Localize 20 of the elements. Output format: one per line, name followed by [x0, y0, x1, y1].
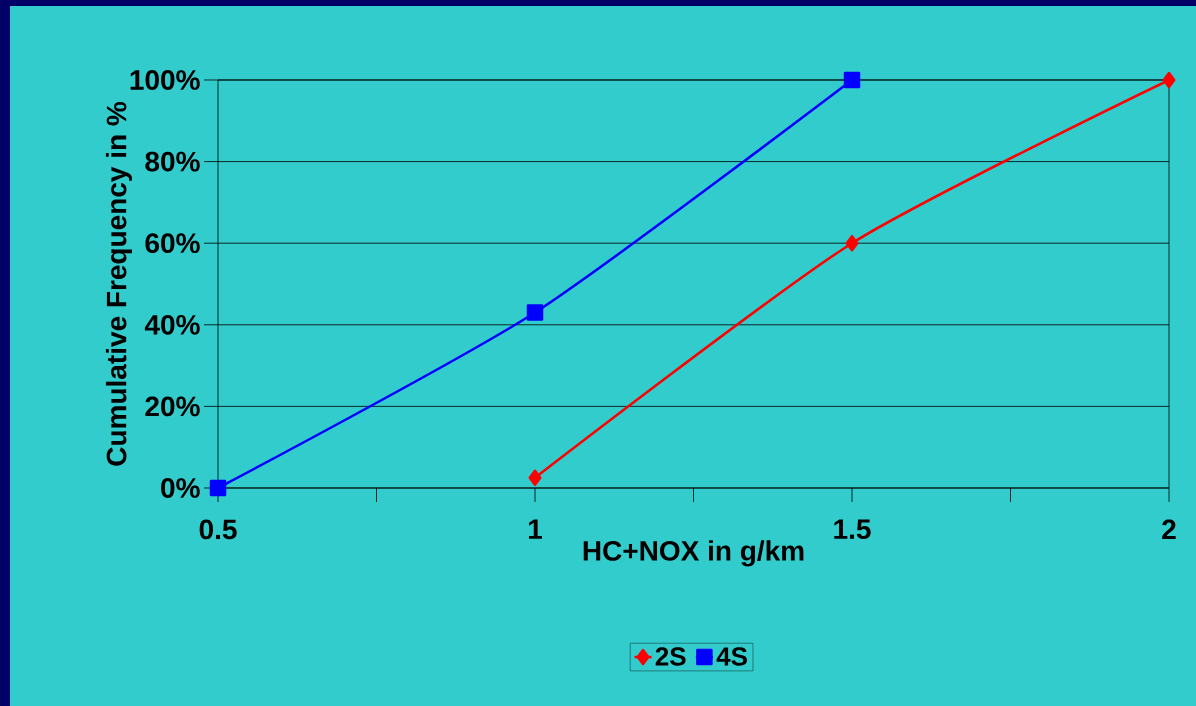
x-tick-label: 2 — [1162, 519, 1176, 540]
x-tick-label: 1 — [528, 519, 543, 539]
y-tick-label: 40% — [144, 314, 200, 335]
point — [843, 71, 861, 89]
y-tick-label: 0% — [161, 478, 200, 498]
y-tick-label: 60% — [145, 233, 200, 254]
y-tick-label: 80% — [145, 151, 200, 172]
point — [526, 304, 544, 321]
point — [528, 469, 542, 487]
point — [1162, 71, 1176, 89]
x-axis-title: HC+NOX in g/km — [583, 540, 804, 567]
y-tick-label: 20% — [145, 396, 200, 417]
legend-label: 4S — [716, 647, 747, 666]
x-tick-label: 1.5 — [834, 519, 871, 540]
legend-label: 2S — [655, 647, 686, 666]
x-tick-label: 0.5 — [199, 519, 237, 540]
y-axis-title: Cumulative Frequency in % — [105, 101, 132, 466]
y-tick-label: 100% — [130, 70, 200, 90]
point — [845, 234, 859, 252]
point — [209, 479, 227, 497]
